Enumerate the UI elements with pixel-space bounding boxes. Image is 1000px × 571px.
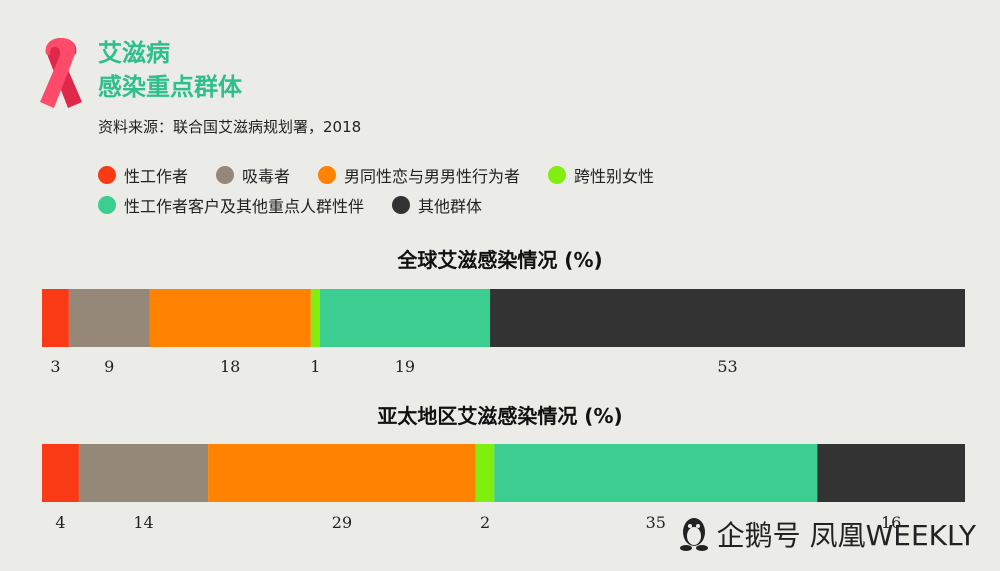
legend-item: 性工作者客户及其他重点人群性伴 [98, 193, 364, 217]
legend-label: 其他群体 [418, 197, 483, 216]
legend-swatch [216, 166, 235, 184]
legend-swatch [318, 166, 337, 184]
legend-item: 吸毒者 [216, 163, 290, 187]
bar-segment-global-0 [42, 289, 69, 347]
legend-swatch [98, 166, 116, 184]
data-label-global-0: 3 [50, 357, 60, 376]
legend-item: 其他群体 [392, 193, 482, 217]
data-label-global-1: 9 [104, 357, 114, 376]
legend-item: 男同性恋与男男性行为者 [318, 163, 520, 187]
legend: 性工作者 吸毒者 男同性恋与男男性行为者 跨性别女性 性工作者客户及其他重点人群性伴 其… [98, 160, 978, 220]
legend-label: 性工作者客户及其他重点人群性伴 [124, 197, 365, 216]
legend-label: 男同性恋与男男性行为者 [344, 167, 521, 186]
legend-swatch [392, 196, 411, 214]
data-label-global-5: 53 [717, 357, 737, 376]
data-label-asia-pacific-5: 16 [881, 513, 901, 532]
bar-segment-asia-pacific-2 [208, 444, 476, 502]
legend-item: 性工作者 [98, 163, 188, 187]
page-title: 艾滋病 感染重点群体 [98, 36, 242, 104]
legend-row-2: 性工作者客户及其他重点人群性伴 其他群体 [98, 190, 978, 220]
legend-label: 性工作者 [124, 167, 189, 186]
data-label-global-3: 1 [310, 357, 320, 376]
title-line-1: 艾滋病 [98, 39, 170, 67]
source-note: 资料来源：联合国艾滋病规划署，2018 [98, 118, 362, 136]
data-label-asia-pacific-1: 14 [133, 513, 153, 532]
bar-segment-global-5 [490, 289, 965, 347]
bar-segment-asia-pacific-1 [78, 444, 209, 502]
penguin-icon [679, 518, 708, 551]
legend-row-1: 性工作者 吸毒者 男同性恋与男男性行为者 跨性别女性 [98, 160, 978, 190]
watermark: 企鹅号 凤凰WEEKLY [677, 514, 976, 554]
data-label-global-2: 18 [220, 357, 240, 376]
data-label-asia-pacific-4: 35 [646, 513, 666, 532]
legend-item: 跨性别女性 [548, 163, 654, 187]
bar-segment-global-1 [68, 289, 150, 347]
legend-label: 跨性别女性 [574, 167, 655, 186]
legend-label: 吸毒者 [242, 167, 291, 186]
data-label-global-4: 19 [395, 357, 415, 376]
watermark-text: 企鹅号 凤凰WEEKLY [716, 519, 976, 552]
bar-segment-asia-pacific-0 [42, 444, 79, 502]
title-line-2: 感染重点群体 [98, 73, 242, 101]
bar-segment-asia-pacific-5 [817, 444, 965, 502]
legend-swatch [548, 166, 567, 184]
data-label-asia-pacific-3: 2 [480, 513, 490, 532]
bar-segment-global-3 [310, 289, 320, 347]
data-label-asia-pacific-2: 29 [332, 513, 352, 532]
legend-swatch [98, 196, 116, 214]
bar-segment-global-4 [319, 289, 491, 347]
bar-segment-asia-pacific-4 [494, 444, 818, 502]
bar-segment-asia-pacific-3 [475, 444, 495, 502]
chart-title-asia-pacific: 亚太地区艾滋感染情况 (%) [377, 404, 623, 428]
chart-title-global: 全球艾滋感染情况 (%) [397, 248, 603, 272]
red-ribbon-icon [40, 38, 82, 108]
data-label-asia-pacific-0: 4 [55, 513, 65, 532]
bar-segment-global-2 [149, 289, 311, 347]
